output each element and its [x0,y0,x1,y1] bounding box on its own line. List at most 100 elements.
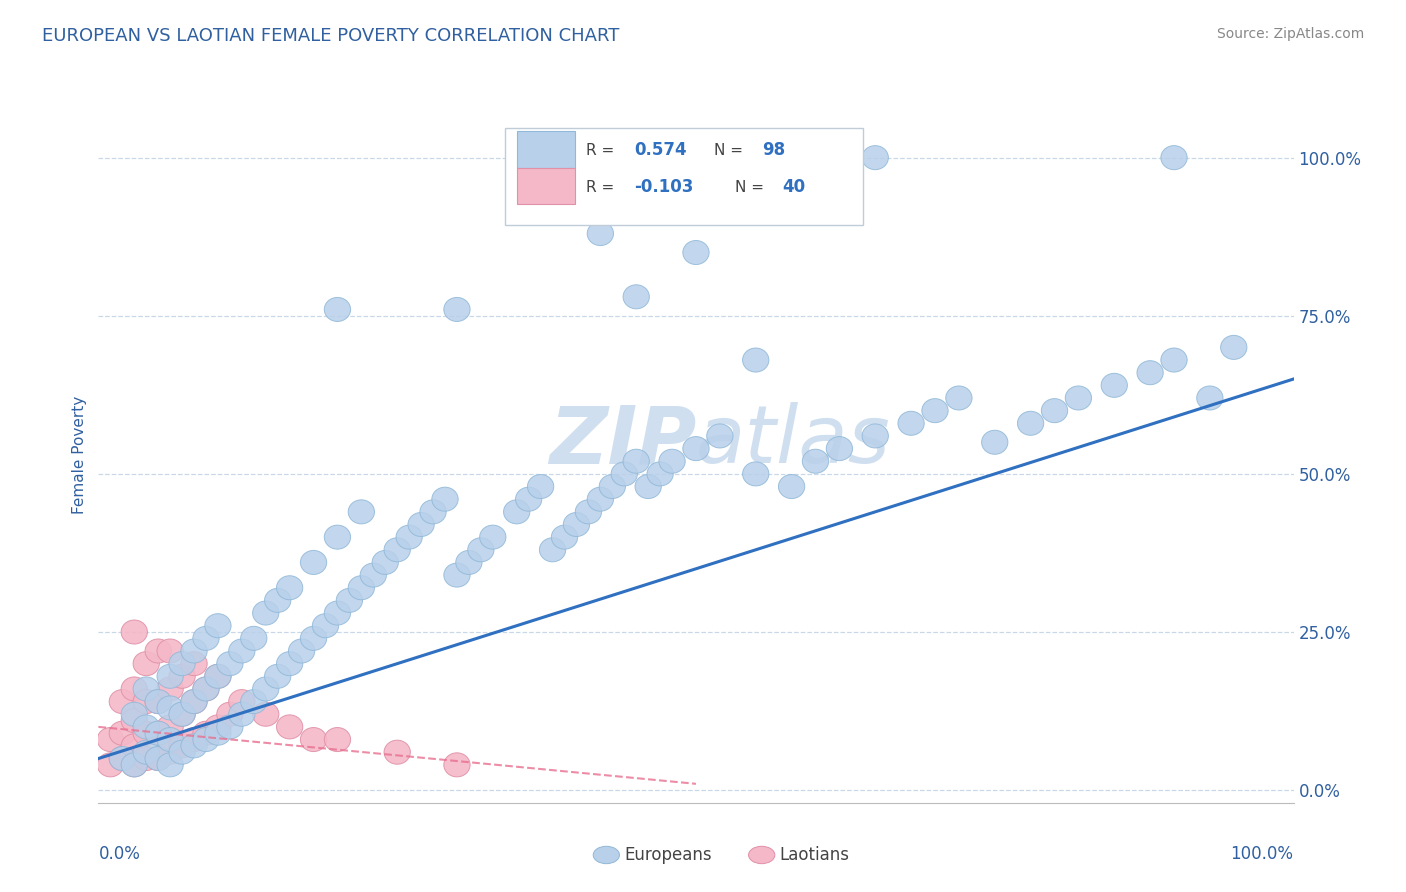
Ellipse shape [373,550,398,574]
Ellipse shape [193,722,219,745]
Ellipse shape [145,747,172,771]
Ellipse shape [157,728,183,752]
Ellipse shape [408,513,434,536]
Ellipse shape [169,740,195,764]
Ellipse shape [444,563,470,587]
Ellipse shape [121,620,148,644]
Ellipse shape [384,740,411,764]
Ellipse shape [503,500,530,524]
Ellipse shape [1018,411,1043,435]
Ellipse shape [217,702,243,726]
Ellipse shape [683,436,709,460]
Ellipse shape [181,728,207,752]
Text: Europeans: Europeans [624,846,711,864]
Ellipse shape [1137,360,1163,384]
Ellipse shape [981,430,1008,454]
Ellipse shape [349,575,374,599]
FancyBboxPatch shape [517,169,575,204]
Ellipse shape [253,601,278,625]
Ellipse shape [1161,145,1187,169]
Ellipse shape [516,487,541,511]
Ellipse shape [301,626,326,650]
Ellipse shape [169,652,195,675]
Text: 40: 40 [782,178,806,196]
Ellipse shape [145,690,172,714]
Ellipse shape [325,525,350,549]
Ellipse shape [229,690,254,714]
Ellipse shape [121,708,148,732]
Ellipse shape [636,475,661,499]
Ellipse shape [181,690,207,714]
Text: 0.0%: 0.0% [98,845,141,863]
Ellipse shape [240,626,267,650]
Ellipse shape [384,538,411,562]
Ellipse shape [134,714,159,739]
Ellipse shape [1101,374,1128,397]
Ellipse shape [575,500,602,524]
Ellipse shape [181,639,207,663]
Ellipse shape [169,702,195,726]
Ellipse shape [157,639,183,663]
Text: R =: R = [586,179,619,194]
Ellipse shape [301,728,326,752]
Ellipse shape [456,550,482,574]
Ellipse shape [253,702,278,726]
Ellipse shape [612,462,637,486]
Ellipse shape [599,475,626,499]
Ellipse shape [145,639,172,663]
Ellipse shape [205,722,231,745]
Ellipse shape [312,614,339,638]
Ellipse shape [827,436,852,460]
Ellipse shape [301,550,326,574]
Ellipse shape [264,589,291,613]
Ellipse shape [264,665,291,689]
Ellipse shape [97,728,124,752]
Ellipse shape [707,424,733,448]
Text: 0.574: 0.574 [634,141,686,159]
Ellipse shape [134,740,159,764]
Ellipse shape [623,450,650,474]
Ellipse shape [325,297,350,321]
Ellipse shape [468,538,494,562]
Ellipse shape [946,386,972,410]
Ellipse shape [588,487,613,511]
Ellipse shape [110,747,135,771]
Ellipse shape [193,626,219,650]
Ellipse shape [540,538,565,562]
Ellipse shape [181,652,207,675]
Ellipse shape [121,677,148,701]
Ellipse shape [779,475,804,499]
Ellipse shape [325,601,350,625]
Ellipse shape [193,677,219,701]
Ellipse shape [181,734,207,758]
Ellipse shape [564,513,589,536]
Ellipse shape [349,500,374,524]
Y-axis label: Female Poverty: Female Poverty [72,396,87,514]
Ellipse shape [325,728,350,752]
Text: 98: 98 [762,141,785,159]
Ellipse shape [121,734,148,758]
Ellipse shape [205,714,231,739]
Ellipse shape [181,690,207,714]
Ellipse shape [748,847,775,863]
Ellipse shape [157,665,183,689]
Ellipse shape [898,411,924,435]
Ellipse shape [145,722,172,745]
Ellipse shape [229,639,254,663]
Ellipse shape [277,575,302,599]
Ellipse shape [593,847,620,863]
Ellipse shape [862,424,889,448]
Ellipse shape [683,241,709,265]
Ellipse shape [1161,348,1187,372]
Text: atlas: atlas [696,402,891,480]
Ellipse shape [623,285,650,309]
Ellipse shape [527,475,554,499]
Text: -0.103: -0.103 [634,178,693,196]
Ellipse shape [157,677,183,701]
Ellipse shape [588,221,613,245]
Ellipse shape [169,734,195,758]
Text: N =: N = [714,143,748,158]
Ellipse shape [922,399,948,423]
Text: 100.0%: 100.0% [1230,845,1294,863]
Ellipse shape [360,563,387,587]
